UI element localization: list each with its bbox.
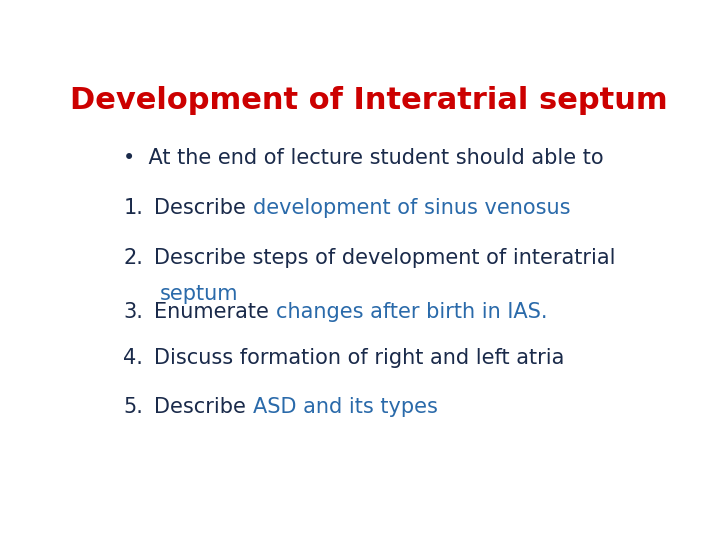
Text: Describe: Describe <box>154 397 253 417</box>
Text: ASD and its types: ASD and its types <box>253 397 438 417</box>
Text: 1.: 1. <box>124 198 143 218</box>
Text: Development of Interatrial septum: Development of Interatrial septum <box>70 85 668 114</box>
Text: 5.: 5. <box>124 397 143 417</box>
Text: Enumerate: Enumerate <box>154 302 276 322</box>
Text: development of sinus venosus: development of sinus venosus <box>253 198 570 218</box>
Text: 3.: 3. <box>124 302 143 322</box>
Text: septum: septum <box>160 285 238 305</box>
Text: •  At the end of lecture student should able to: • At the end of lecture student should a… <box>124 148 604 168</box>
Text: Discuss formation of right and left atria: Discuss formation of right and left atri… <box>154 348 564 368</box>
Text: 2.: 2. <box>124 248 143 268</box>
Text: Describe: Describe <box>154 198 253 218</box>
Text: Describe steps of development of interatrial: Describe steps of development of interat… <box>154 248 616 268</box>
Text: 4.: 4. <box>124 348 143 368</box>
Text: changes after birth in IAS.: changes after birth in IAS. <box>276 302 547 322</box>
